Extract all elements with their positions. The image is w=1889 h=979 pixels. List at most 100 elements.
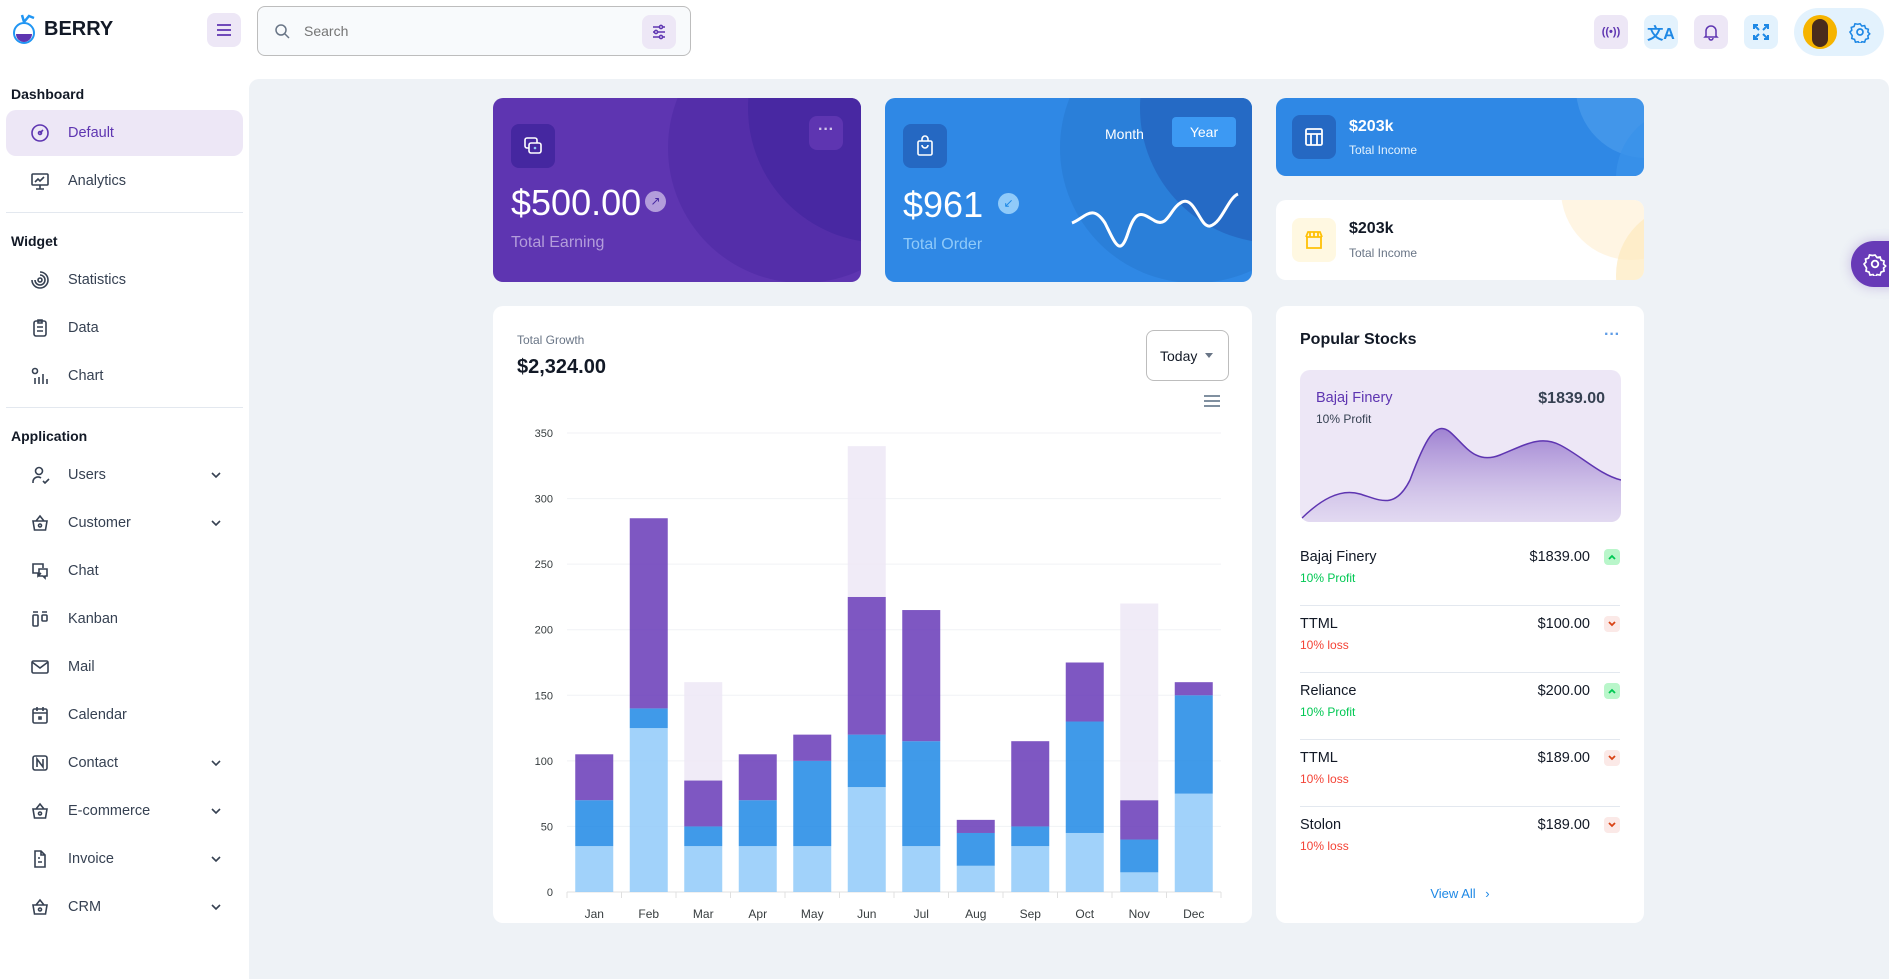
bar-investment-jun bbox=[847, 787, 886, 892]
earning-label: Total Earning bbox=[511, 234, 605, 251]
bar-loss-jul bbox=[902, 741, 941, 847]
order-tab-month[interactable]: Month bbox=[1105, 126, 1144, 142]
sidebar-item-data[interactable]: Data bbox=[6, 305, 243, 351]
sidebar-item-e-commerce[interactable]: E-commerce bbox=[6, 788, 243, 834]
dots-icon: ··· bbox=[818, 121, 834, 138]
chart-arcs-icon bbox=[31, 271, 49, 289]
stock-price: $1839.00 bbox=[1529, 549, 1590, 565]
bar-investment-jan bbox=[575, 846, 614, 892]
bar-loss-oct bbox=[1065, 721, 1104, 833]
chevron-up-icon bbox=[1604, 683, 1620, 699]
total-income-card-blue: $203k Total Income bbox=[1276, 98, 1644, 176]
stock-row[interactable]: TTML $100.00 10% loss bbox=[1300, 606, 1620, 673]
x-tick-label: Apr bbox=[748, 907, 767, 921]
live-button[interactable]: ((•)) bbox=[1594, 15, 1628, 49]
stock-row[interactable]: TTML $189.00 10% loss bbox=[1300, 740, 1620, 807]
bar-loss-sep bbox=[1011, 826, 1050, 847]
bar-investment-may bbox=[793, 846, 832, 892]
sidebar-item-default[interactable]: Default bbox=[6, 110, 243, 156]
brand-name: BERRY bbox=[44, 17, 114, 40]
bar-maintenance-mar bbox=[684, 682, 723, 781]
search-input[interactable] bbox=[304, 23, 624, 39]
chart-dots-icon bbox=[31, 367, 48, 384]
sidebar-item-analytics[interactable]: Analytics bbox=[6, 158, 243, 204]
menu-toggle-button[interactable] bbox=[207, 13, 241, 47]
bar-maintenance-nov bbox=[1120, 603, 1159, 801]
bar-investment-dec bbox=[1174, 793, 1213, 892]
stock-price: $189.00 bbox=[1537, 750, 1590, 766]
sidebar-item-label: Chart bbox=[68, 368, 104, 384]
chevron-down-icon bbox=[211, 520, 221, 527]
search-icon bbox=[275, 24, 290, 39]
sidebar-item-kanban[interactable]: Kanban bbox=[6, 596, 243, 642]
x-tick-label: Aug bbox=[965, 907, 986, 921]
sidebar-item-invoice[interactable]: Invoice bbox=[6, 836, 243, 882]
bell-icon bbox=[1703, 25, 1719, 41]
order-label: Total Order bbox=[903, 236, 983, 253]
period-select[interactable]: Today bbox=[1146, 330, 1229, 381]
store-icon-box bbox=[1292, 218, 1336, 262]
order-tab-year[interactable]: Year bbox=[1172, 117, 1236, 147]
trend-down-icon: ↙ bbox=[998, 193, 1019, 214]
building-store-icon bbox=[1305, 231, 1323, 249]
y-tick-label: 300 bbox=[535, 494, 553, 506]
sidebar-item-crm[interactable]: CRM bbox=[6, 884, 243, 930]
sidebar-divider bbox=[6, 212, 243, 213]
bar-investment-sep bbox=[1011, 846, 1050, 892]
sidebar-item-users[interactable]: Users bbox=[6, 452, 243, 498]
sidebar-item-contact[interactable]: Contact bbox=[6, 740, 243, 786]
sidebar-item-chart[interactable]: Chart bbox=[6, 353, 243, 399]
language-button[interactable]: 文A bbox=[1644, 15, 1678, 49]
x-tick-label: Jul bbox=[914, 907, 929, 921]
shopping-bag-icon bbox=[917, 135, 933, 156]
bar-profit-mar bbox=[684, 780, 723, 827]
order-value: $961 bbox=[903, 184, 984, 225]
stocks-more-button[interactable]: ··· bbox=[1604, 326, 1620, 344]
stock-change: 10% loss bbox=[1300, 772, 1349, 786]
y-tick-label: 350 bbox=[535, 428, 553, 440]
stock-row[interactable]: Reliance $200.00 10% Profit bbox=[1300, 673, 1620, 740]
sidebar-divider bbox=[6, 407, 243, 408]
settings-icon bbox=[1863, 254, 1887, 276]
stock-change: 10% loss bbox=[1300, 638, 1349, 652]
stock-name: TTML bbox=[1300, 750, 1338, 766]
fullscreen-button[interactable] bbox=[1744, 15, 1778, 49]
earning-more-button[interactable]: ··· bbox=[809, 116, 843, 150]
y-tick-label: 200 bbox=[535, 625, 553, 637]
featured-stock-chart: Bajaj Finery 10% Profit $1839.00 bbox=[1300, 370, 1621, 522]
sidebar-item-mail[interactable]: Mail bbox=[6, 644, 243, 690]
stock-name: Reliance bbox=[1300, 683, 1357, 699]
view-all-link[interactable]: View All › bbox=[1276, 886, 1644, 901]
avatar bbox=[1803, 15, 1837, 49]
bar-investment-apr bbox=[738, 846, 777, 892]
basket-icon bbox=[32, 802, 48, 819]
customize-settings-button[interactable] bbox=[1851, 241, 1889, 287]
sidebar-item-customer[interactable]: Customer bbox=[6, 500, 243, 546]
logo[interactable]: BERRY bbox=[12, 12, 113, 46]
search-filter-button[interactable] bbox=[642, 15, 676, 49]
notifications-button[interactable] bbox=[1694, 15, 1728, 49]
maximize-icon bbox=[1753, 24, 1769, 40]
profile-button[interactable] bbox=[1794, 8, 1884, 56]
stock-row[interactable]: Bajaj Finery $1839.00 10% Profit bbox=[1300, 539, 1620, 606]
sidebar: Dashboard Default Analytics Widget Statistic… bbox=[0, 80, 249, 979]
sidebar-item-label: E-commerce bbox=[68, 803, 151, 819]
income1-label: Total Income bbox=[1349, 143, 1418, 157]
stock-row[interactable]: Stolon $189.00 10% loss bbox=[1300, 807, 1620, 874]
bar-profit-jan bbox=[575, 754, 614, 801]
bar-investment-mar bbox=[684, 846, 723, 892]
stock-name: TTML bbox=[1300, 616, 1338, 632]
total-growth-card: Total Growth $2,324.00 Today 0 50 100 150 20… bbox=[493, 306, 1252, 923]
berry-logo-icon bbox=[13, 14, 35, 44]
stock-change: 10% Profit bbox=[1300, 571, 1356, 585]
income2-value: $203k bbox=[1349, 220, 1394, 237]
sidebar-item-chat[interactable]: Chat bbox=[6, 548, 243, 594]
menu-icon bbox=[217, 24, 231, 36]
sidebar-item-label: Analytics bbox=[68, 173, 127, 189]
search-bar[interactable] bbox=[257, 6, 691, 56]
sidebar-item-calendar[interactable]: Calendar bbox=[6, 692, 243, 738]
x-tick-label: Mar bbox=[693, 907, 714, 921]
featured-stock-sub: 10% Profit bbox=[1316, 412, 1372, 426]
chart-menu-button[interactable] bbox=[1203, 394, 1221, 408]
sidebar-item-statistics[interactable]: Statistics bbox=[6, 257, 243, 303]
